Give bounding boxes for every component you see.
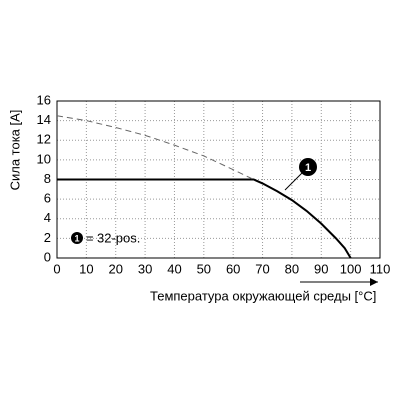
y-tick-label: 8 (44, 171, 51, 186)
x-arrow-head (370, 278, 378, 286)
y-axis-label: Сила тока [A] (7, 110, 22, 191)
y-tick-label: 12 (37, 132, 51, 147)
annotation-label: 1 (305, 162, 311, 174)
y-tick-label: 14 (37, 112, 51, 127)
x-tick-label: 90 (314, 261, 328, 276)
x-tick-label: 60 (226, 261, 240, 276)
x-tick-label: 40 (167, 261, 181, 276)
x-tick-label: 80 (285, 261, 299, 276)
x-tick-label: 30 (138, 261, 152, 276)
x-tick-label: 50 (197, 261, 211, 276)
series-line (56, 115, 254, 180)
y-tick-label: 2 (44, 230, 51, 245)
legend-eq: = (86, 230, 94, 245)
annotation-marker (299, 158, 317, 176)
series-line (57, 178, 352, 259)
y-tick-label: 4 (44, 210, 51, 225)
y-tick-label: 10 (37, 151, 51, 166)
annotation-leader (284, 171, 304, 191)
y-tick-label: 0 (44, 249, 51, 264)
legend-marker (71, 232, 83, 244)
x-tick-label: 20 (108, 261, 122, 276)
x-tick-label: 70 (255, 261, 269, 276)
x-axis-label: Температура окружающей среды [°C] (150, 288, 376, 303)
x-tick-label: 100 (340, 261, 362, 276)
x-tick-label: 0 (53, 261, 60, 276)
y-tick-label: 16 (37, 92, 51, 107)
legend-marker-label: 1 (74, 233, 79, 243)
legend-label: 32-pos. (97, 230, 140, 245)
x-tick-label: 110 (370, 261, 391, 276)
y-tick-label: 6 (44, 191, 51, 206)
x-tick-label: 10 (79, 261, 93, 276)
